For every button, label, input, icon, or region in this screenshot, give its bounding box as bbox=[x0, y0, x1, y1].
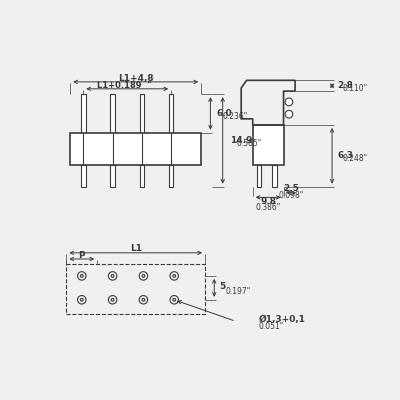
Text: 9.8: 9.8 bbox=[260, 198, 276, 206]
Bar bbox=[253, 125, 284, 165]
Bar bbox=[140, 94, 144, 133]
Bar bbox=[256, 165, 261, 186]
Text: 2.8: 2.8 bbox=[338, 81, 353, 90]
Bar bbox=[66, 264, 205, 314]
Text: 0.386": 0.386" bbox=[256, 203, 281, 212]
Text: P: P bbox=[78, 252, 85, 260]
Text: L1+4,8: L1+4,8 bbox=[118, 74, 154, 82]
Text: 0.098": 0.098" bbox=[279, 191, 304, 200]
Text: 2.5: 2.5 bbox=[283, 184, 299, 194]
Text: 0.197": 0.197" bbox=[225, 287, 250, 296]
Text: 14.9: 14.9 bbox=[230, 136, 252, 145]
Text: L1+0.189  ": L1+0.189 " bbox=[97, 81, 151, 90]
Text: 0.248": 0.248" bbox=[343, 154, 368, 163]
Text: 0.585": 0.585" bbox=[236, 139, 262, 148]
Text: 5: 5 bbox=[220, 282, 226, 291]
Bar bbox=[81, 94, 86, 133]
Bar bbox=[272, 165, 277, 186]
Bar bbox=[169, 165, 174, 186]
Text: 0.051": 0.051" bbox=[259, 322, 284, 331]
Circle shape bbox=[285, 98, 293, 106]
Bar bbox=[70, 133, 201, 165]
Text: 6.0: 6.0 bbox=[216, 109, 232, 118]
Bar bbox=[81, 165, 86, 186]
Bar bbox=[169, 94, 174, 133]
Text: Ø1,3+0,1: Ø1,3+0,1 bbox=[259, 315, 306, 324]
Bar bbox=[110, 165, 115, 186]
Bar bbox=[110, 94, 115, 133]
Text: L1: L1 bbox=[130, 244, 142, 254]
Text: 0.236": 0.236" bbox=[223, 112, 248, 121]
Bar bbox=[140, 165, 144, 186]
Text: 0.110": 0.110" bbox=[343, 84, 368, 92]
Text: 6.3: 6.3 bbox=[338, 151, 353, 160]
Circle shape bbox=[285, 110, 293, 118]
